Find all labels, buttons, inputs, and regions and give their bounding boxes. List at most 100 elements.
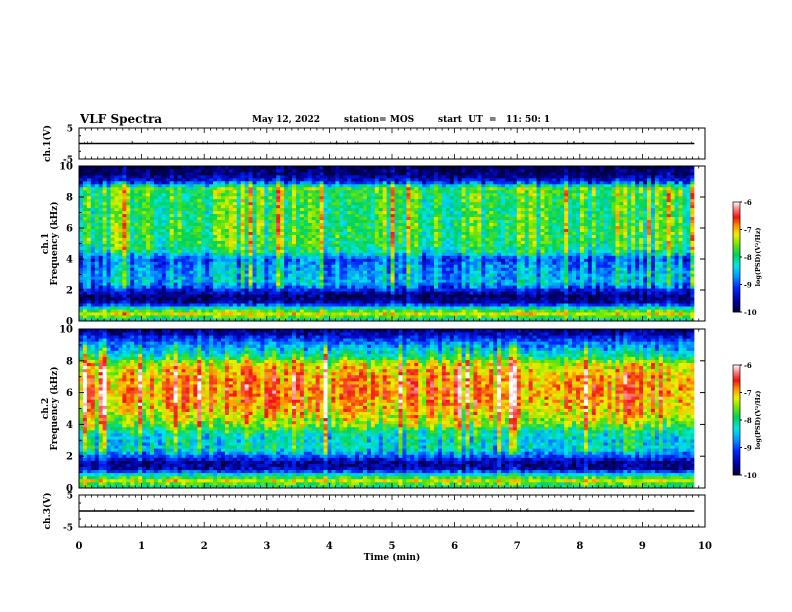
spectrogram-cell [126, 294, 131, 298]
spectrogram-cell [130, 171, 135, 176]
spectrogram-cell [307, 303, 313, 307]
spectrogram-cell [118, 225, 123, 229]
spectrogram-cell [339, 294, 344, 298]
spectrogram-cell [90, 285, 96, 289]
spectrogram-cell [366, 246, 372, 250]
spectrogram-cell [240, 288, 246, 292]
spectrogram-cell [347, 204, 352, 209]
spectrogram-cell [102, 288, 108, 292]
spectrogram-cell [244, 225, 250, 229]
spectrogram-cell [130, 166, 135, 170]
spectrogram-cell [146, 231, 151, 235]
spectrogram-cell [110, 231, 115, 235]
spectrogram-cell [359, 213, 364, 218]
spectrogram-cell [236, 180, 242, 185]
spectrogram-cell [272, 279, 277, 283]
spectrogram-cell [201, 207, 206, 212]
spectrogram-cell [288, 312, 293, 316]
spectrogram-cell [228, 315, 234, 319]
spectrogram-cell [213, 168, 218, 173]
spectrogram-cell [193, 189, 198, 194]
spectrogram-cell [406, 168, 411, 173]
spectrogram-cell [82, 198, 88, 203]
spectrogram-cell [343, 231, 348, 235]
spectrogram-cell [248, 285, 253, 289]
spectrogram-cell [138, 186, 143, 191]
spectrogram-cell [319, 279, 324, 283]
spectrogram-cell [236, 318, 242, 322]
spectrogram-cell [256, 240, 261, 244]
spectrogram-cell [327, 183, 332, 188]
spectrogram-cell [406, 288, 411, 292]
spectrogram-cell [205, 219, 210, 224]
spectrogram-cell [295, 231, 301, 235]
spectrogram-cell [276, 300, 281, 304]
spectrogram-cell [79, 261, 84, 265]
spectrogram-cell [374, 273, 380, 277]
spectrogram-cell [224, 312, 230, 316]
spectrogram-cell [236, 198, 242, 203]
spectrogram-cell [86, 309, 92, 313]
spectrogram-cell [165, 171, 171, 176]
spectrogram-cell [382, 207, 388, 212]
spectrogram-cell [366, 255, 372, 259]
spectrogram-cell [292, 213, 297, 218]
spectrogram-cell [122, 246, 127, 250]
spectrogram-cell [181, 249, 186, 253]
spectrogram-cell [319, 228, 324, 232]
spectrogram-cell [236, 306, 242, 310]
spectrogram-cell [394, 204, 399, 209]
spectrogram-cell [264, 219, 269, 224]
spectrogram-cell [331, 204, 336, 209]
spectrogram-cell [177, 210, 182, 215]
spectrogram-cell [224, 270, 230, 274]
spectrogram-cell [193, 267, 198, 271]
spectrogram-cell [319, 294, 324, 298]
spectrogram-cell [252, 264, 257, 268]
spectrogram-cell [102, 216, 108, 221]
spectrogram-cell [185, 273, 190, 277]
spectrogram-cell [315, 177, 321, 182]
spectrogram-cell [272, 183, 277, 188]
spectrogram-cell [382, 183, 388, 188]
spectrogram-cell [201, 166, 206, 170]
spectrogram-cell [169, 177, 175, 182]
spectrogram-cell [217, 180, 222, 185]
spectrogram-cell [173, 168, 179, 173]
spectrogram-cell [327, 258, 332, 262]
spectrogram-cell [221, 285, 226, 289]
spectrogram-cell [122, 270, 127, 274]
spectrogram-cell [260, 166, 265, 170]
spectrogram-cell [280, 252, 285, 256]
spectrogram-cell [173, 267, 179, 271]
spectrogram-cell [351, 246, 356, 250]
spectrogram-cell [276, 177, 281, 182]
spectrogram-cell [165, 294, 171, 298]
spectrogram-cell [351, 252, 356, 256]
spectrogram-cell [252, 315, 257, 319]
spectrogram-cell [106, 279, 111, 283]
spectrogram-cell [335, 237, 340, 241]
spectrogram-cell [221, 249, 226, 253]
spectrogram-cell [79, 270, 84, 274]
spectrogram-cell [126, 303, 131, 307]
spectrogram-cell [260, 267, 265, 271]
spectrogram-cell [295, 276, 301, 280]
spectrogram-cell [142, 288, 147, 292]
spectrogram-cell [276, 306, 281, 310]
spectrogram-cell [177, 288, 182, 292]
spectrogram-cell [228, 171, 234, 176]
spectrogram-cell [205, 228, 210, 232]
spectrogram-cell [169, 285, 175, 289]
spectrogram-cell [240, 309, 246, 313]
spectrogram-cell [339, 225, 344, 229]
spectrogram-cell [264, 189, 269, 194]
spectrogram-cell [252, 231, 257, 235]
spectrogram-cell [161, 303, 167, 307]
spectrogram-cell [370, 168, 376, 173]
spectrogram-cell [189, 240, 194, 244]
spectrogram-cell [331, 237, 336, 241]
spectrogram-cell [98, 318, 104, 322]
spectrogram-cell [292, 210, 297, 215]
spectrogram-cell [339, 207, 344, 212]
